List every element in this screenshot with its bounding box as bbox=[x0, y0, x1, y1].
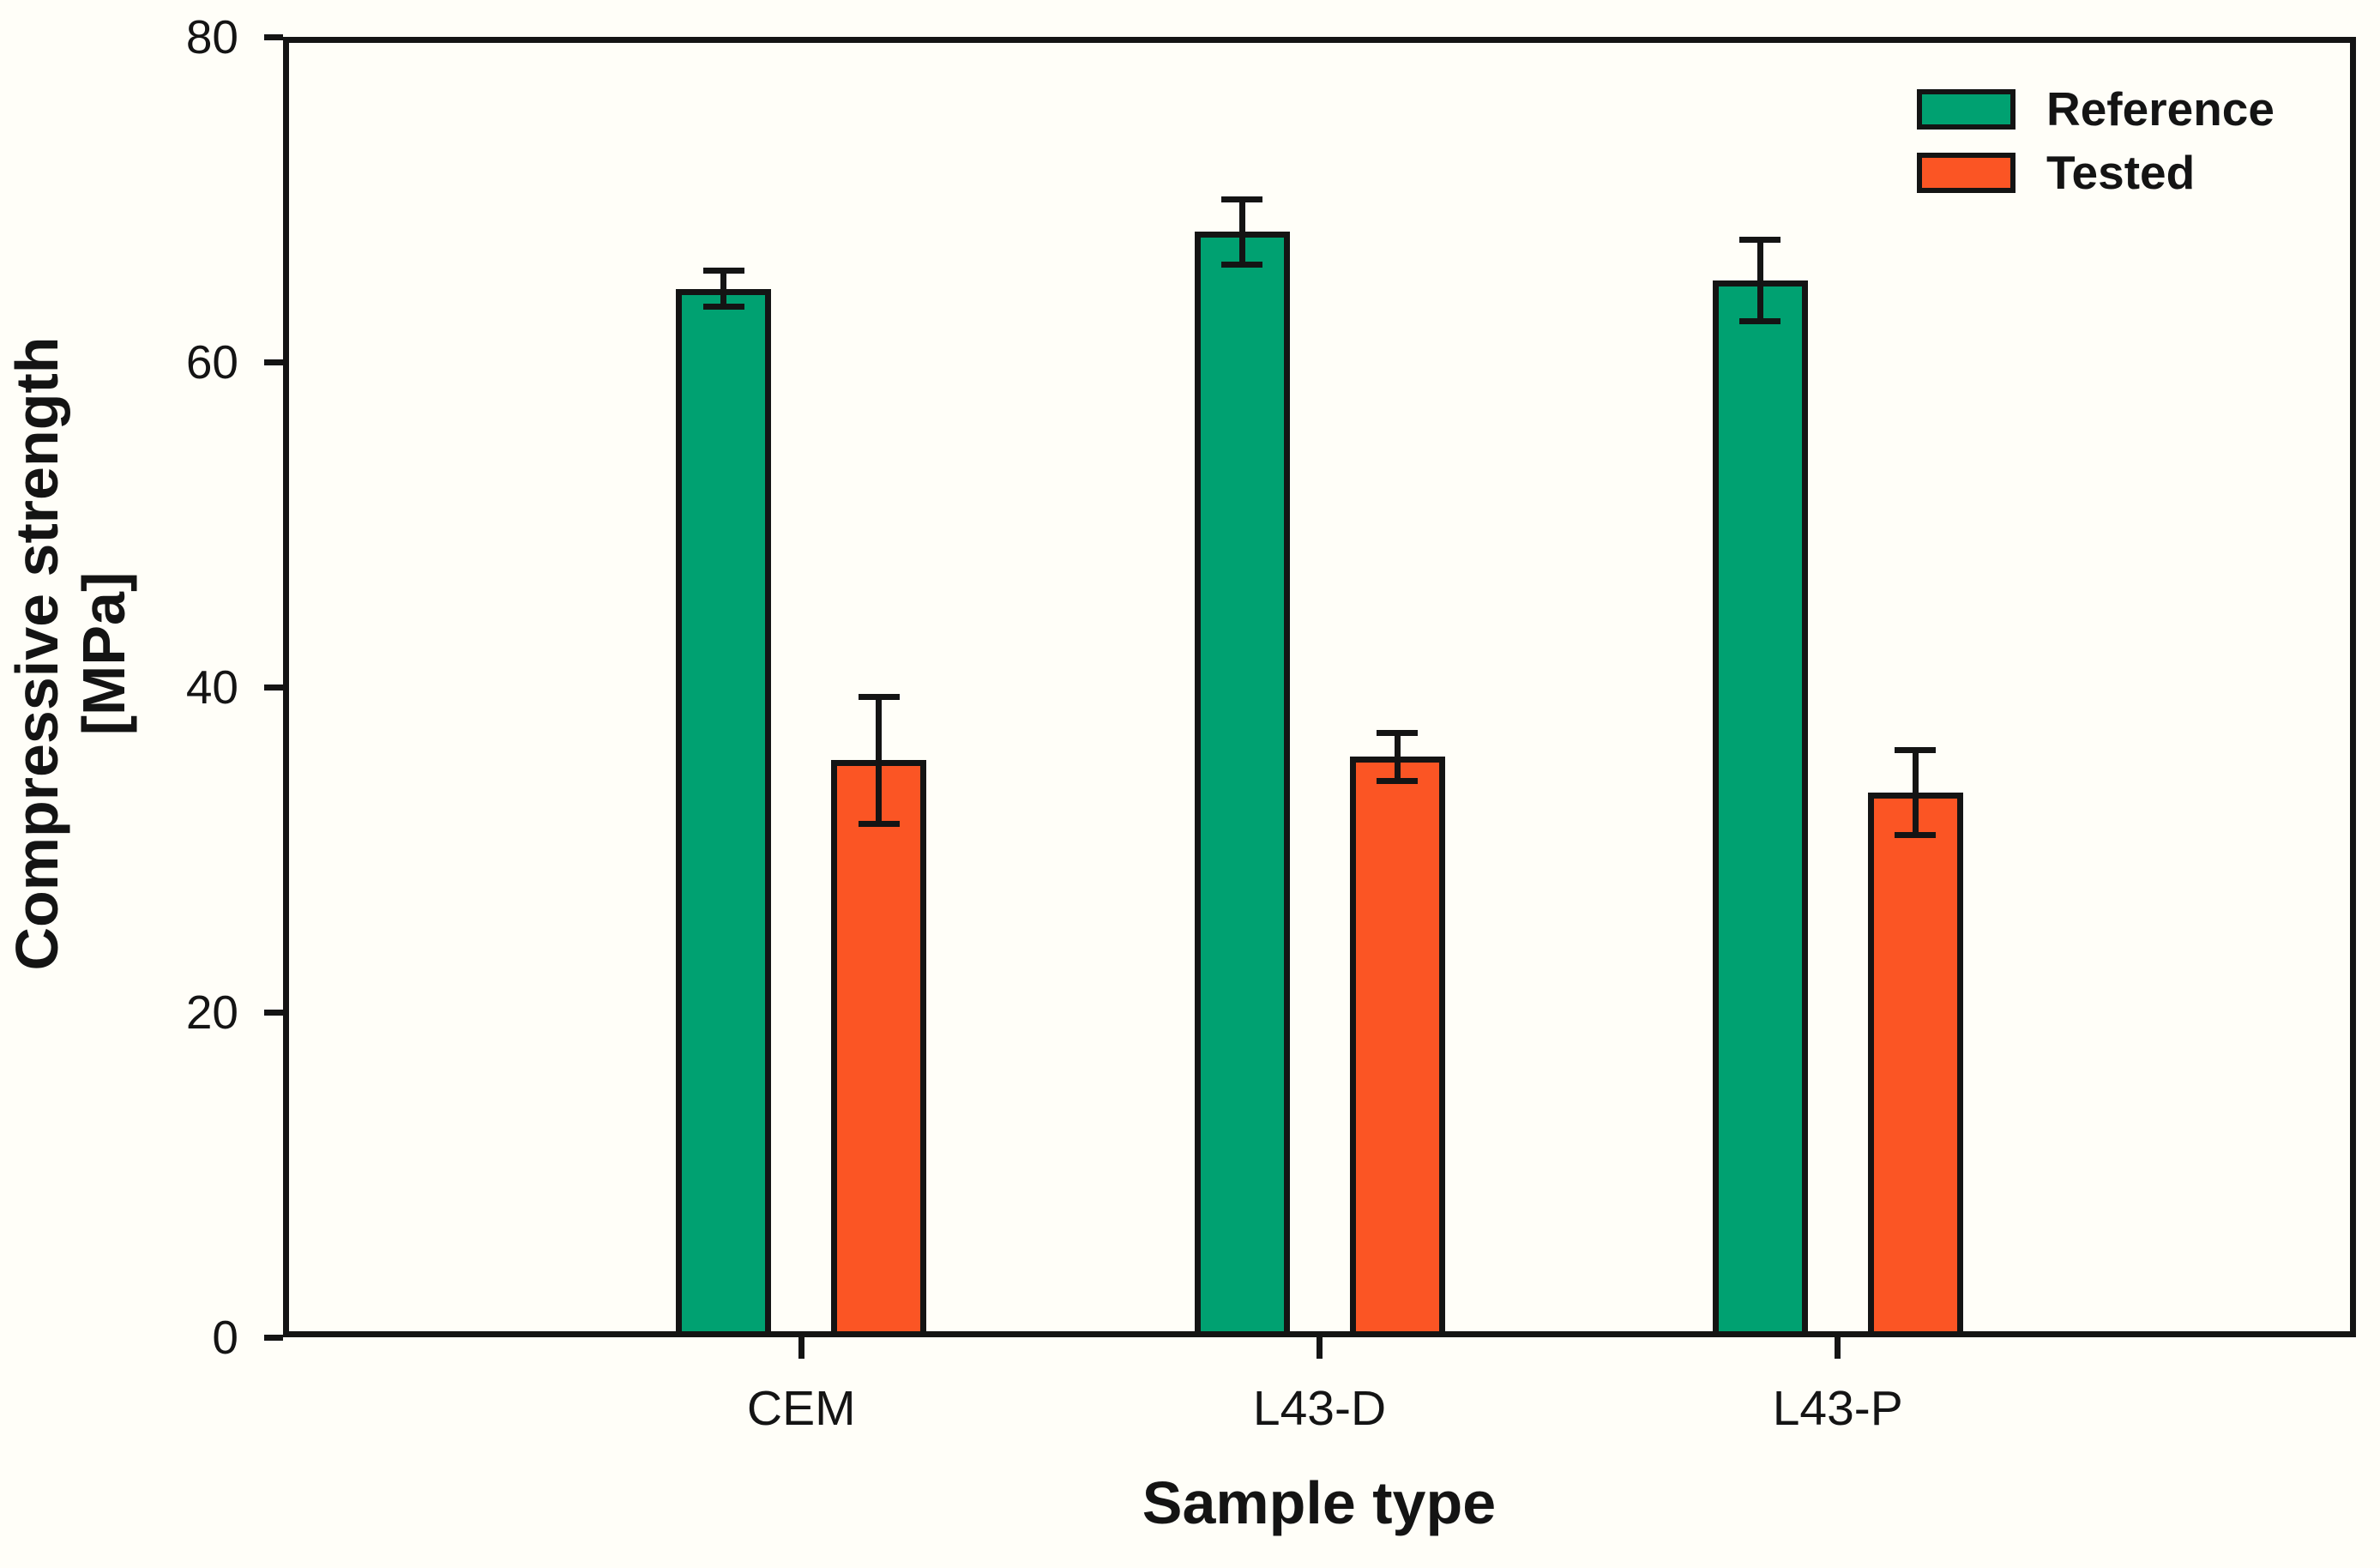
x-tick bbox=[1317, 1337, 1323, 1359]
y-axis-title-line2: [MPa] bbox=[70, 571, 137, 736]
y-tick bbox=[264, 1009, 283, 1016]
x-tick-label: L43-D bbox=[1252, 1381, 1387, 1436]
plot-area bbox=[283, 37, 2356, 1337]
y-tick-label: 20 bbox=[185, 986, 238, 1039]
x-tick bbox=[1835, 1337, 1841, 1359]
legend-swatch-tested bbox=[1917, 153, 2015, 193]
legend-item-reference: Reference bbox=[1917, 86, 2275, 133]
x-axis-title: Sample type bbox=[1142, 1469, 1497, 1536]
y-tick bbox=[264, 33, 283, 40]
y-axis-title: Compressive strength [MPa] bbox=[3, 336, 137, 970]
y-tick-label: 0 bbox=[212, 1311, 238, 1364]
y-tick bbox=[264, 684, 283, 691]
y-tick bbox=[264, 1334, 283, 1341]
y-axis-title-line1: Compressive strength bbox=[3, 336, 70, 971]
y-tick bbox=[264, 359, 283, 365]
legend-label-tested: Tested bbox=[2046, 146, 2196, 199]
x-tick-label: L43-P bbox=[1772, 1381, 1903, 1436]
y-tick-label: 80 bbox=[185, 10, 238, 63]
legend-label-reference: Reference bbox=[2046, 82, 2275, 136]
x-tick-label: CEM bbox=[746, 1381, 856, 1436]
legend: Reference Tested bbox=[1917, 86, 2275, 196]
legend-item-tested: Tested bbox=[1917, 149, 2275, 196]
legend-swatch-reference bbox=[1917, 89, 2015, 130]
x-tick bbox=[798, 1337, 804, 1359]
